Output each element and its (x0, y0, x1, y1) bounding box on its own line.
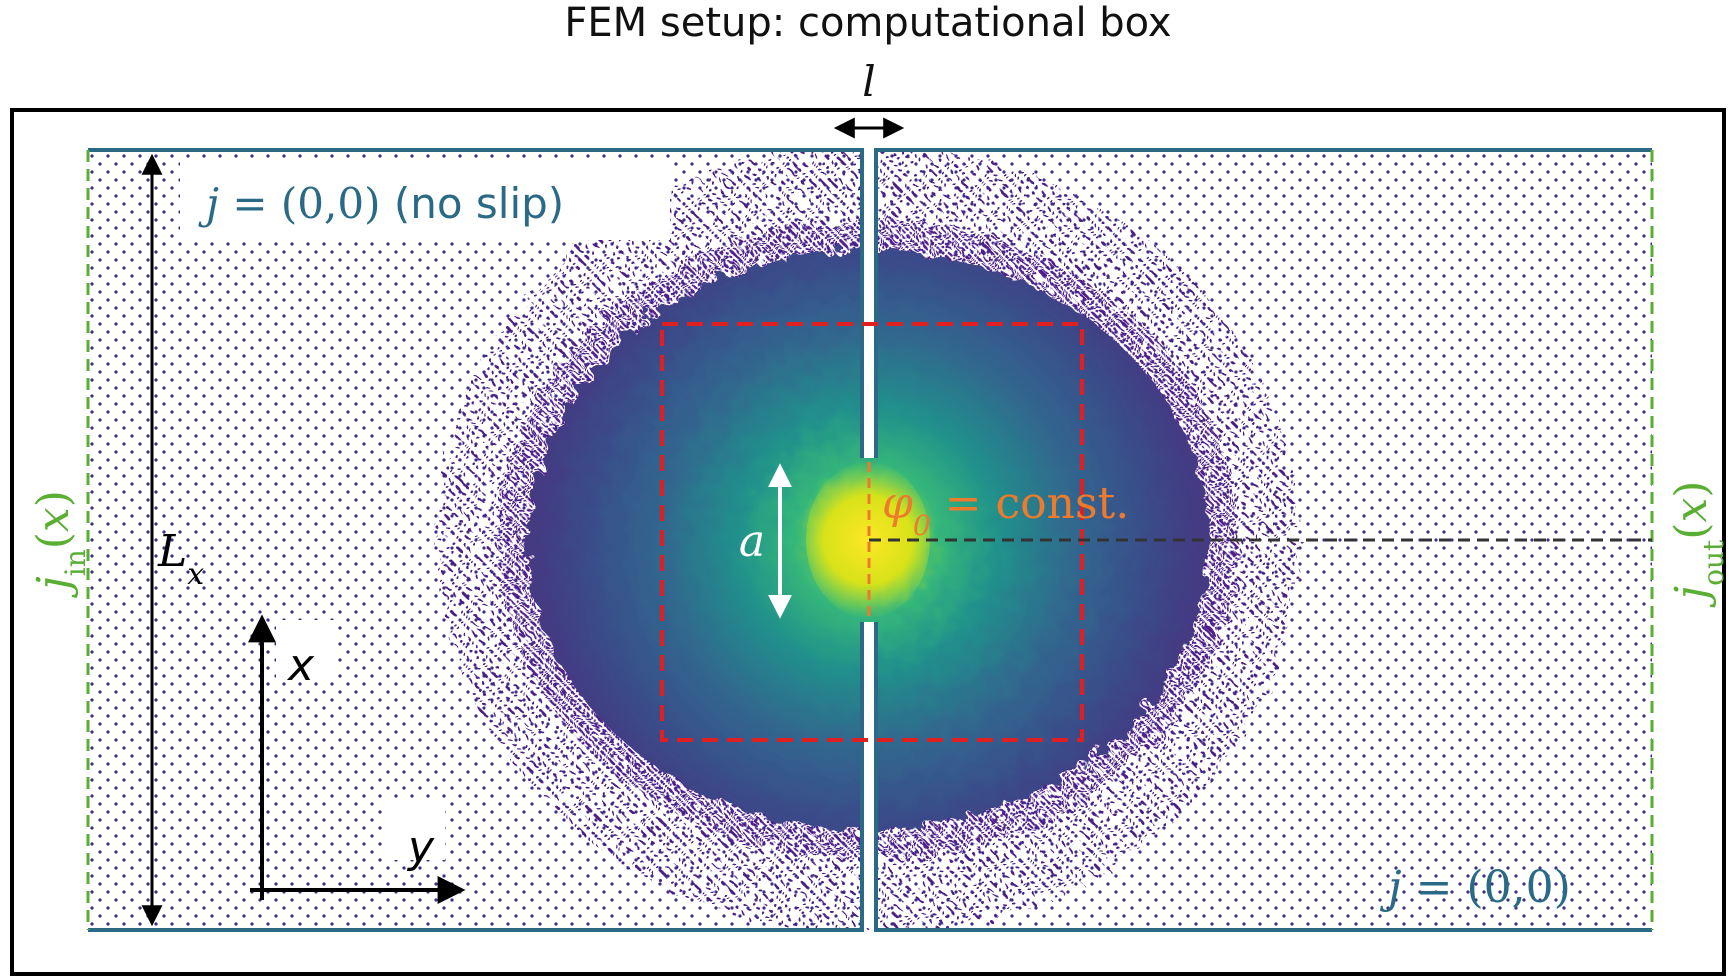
inflow-label: jin(x) (28, 490, 92, 599)
y-axis-label: y (406, 822, 435, 873)
wall-top-left (88, 148, 864, 458)
outer-frame (10, 108, 1726, 976)
slit-width-label: l (862, 57, 875, 106)
x-axis-label: x (286, 640, 315, 691)
axis-label-backdrop-y (385, 800, 445, 860)
slit-gap-bottom (864, 622, 874, 928)
axis-label-backdrop-x (276, 620, 336, 678)
coordinate-axes: x y (248, 614, 466, 904)
wall-condition-label: j = (0,0) (1379, 862, 1571, 913)
wall-bottom-right (874, 622, 1652, 932)
slit-gap-top (864, 152, 874, 458)
no-slip-label: j = (0,0) (no slip) (198, 179, 564, 228)
label-backdrop (180, 160, 670, 240)
hot-spot (806, 462, 930, 618)
wall-bottom-left (88, 622, 864, 932)
aperture-label: a (739, 516, 765, 567)
diagram-title: FEM setup: computational box (564, 0, 1171, 46)
wall-top-right (874, 148, 1652, 458)
no-slip-walls (88, 148, 1652, 932)
control-box (660, 322, 1084, 742)
outflow-label: jout(x) (1666, 481, 1730, 609)
